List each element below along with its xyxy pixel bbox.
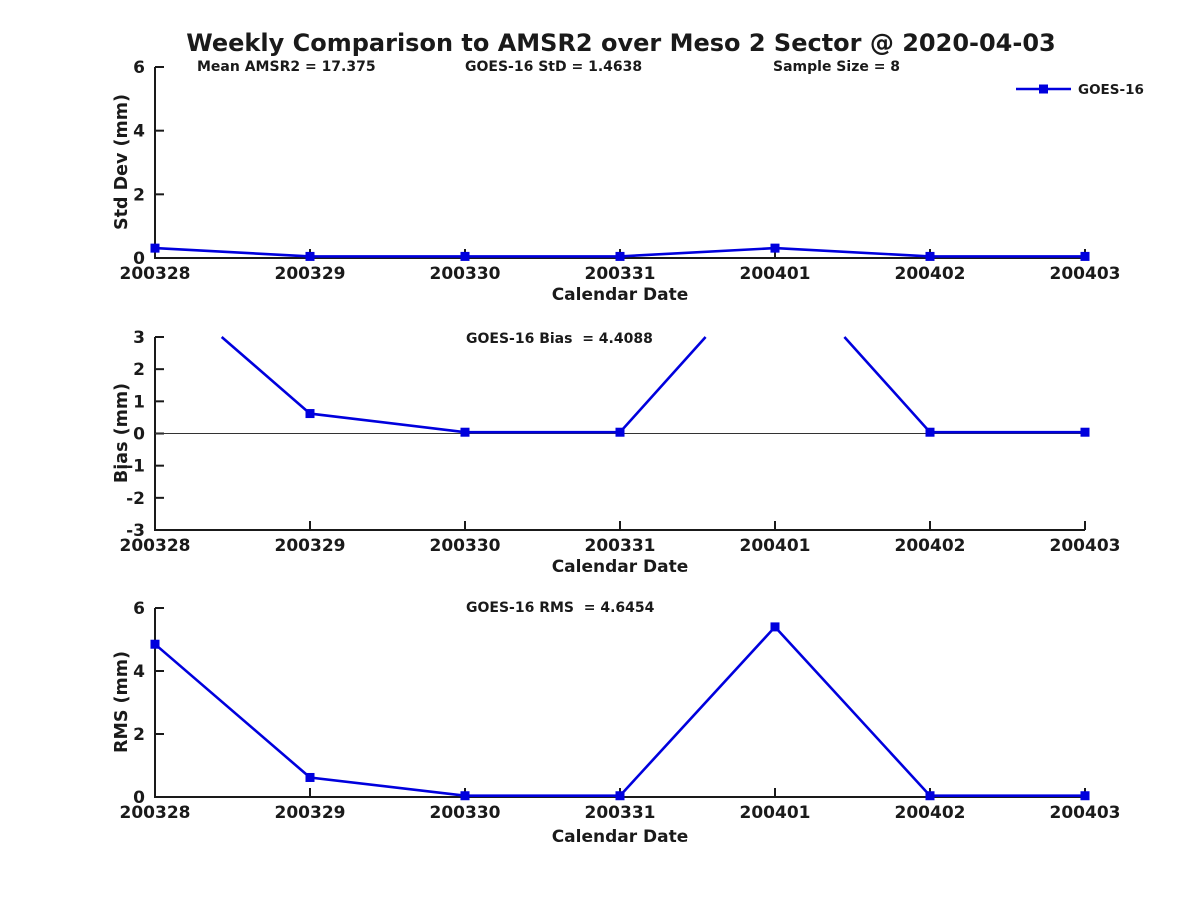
legend-marker	[1039, 84, 1048, 94]
x-tick-label: 200402	[895, 536, 966, 556]
x-tick-label: 200331	[585, 803, 656, 823]
y-tick-label: -1	[126, 457, 145, 477]
y-tick-label: 4	[133, 122, 145, 142]
x-tick-label: 200328	[120, 536, 191, 556]
y-axis-label-std-dev: Std Dev (mm)	[112, 94, 132, 230]
y-tick-label: 2	[133, 725, 145, 745]
data-point-marker	[1080, 427, 1090, 437]
data-point-marker	[1080, 251, 1090, 261]
series-line-goes16	[843, 336, 1085, 434]
y-tick-label: 4	[133, 662, 145, 682]
page-title: Weekly Comparison to AMSR2 over Meso 2 S…	[186, 29, 1056, 57]
x-tick-label: 200401	[740, 536, 811, 556]
x-tick-label: 200402	[895, 264, 966, 284]
x-axis-label-top: Calendar Date	[551, 285, 689, 305]
data-point-marker	[460, 791, 470, 801]
data-point-marker	[925, 791, 935, 801]
y-tick-label: -2	[126, 489, 145, 509]
data-point-marker	[615, 427, 625, 437]
x-tick-label: 200330	[430, 536, 501, 556]
x-tick-label: 200330	[430, 264, 501, 284]
y-tick-label: 0	[133, 788, 145, 808]
data-point-marker	[615, 251, 625, 261]
y-tick-label: 6	[133, 58, 145, 78]
y-axis-label-rms: RMS (mm)	[112, 650, 132, 754]
data-point-marker	[770, 243, 780, 253]
y-axis-label-bias: Bias (mm)	[112, 382, 132, 484]
series-line-goes16	[154, 624, 1085, 798]
annotation-goes16-rms: GOES-16 RMS = 4.6454	[466, 600, 655, 616]
y-tick-label: 2	[133, 360, 145, 380]
data-point-marker	[925, 251, 935, 261]
data-point-marker	[770, 622, 780, 632]
x-tick-label: 200329	[275, 264, 346, 284]
data-point-marker	[460, 427, 470, 437]
x-tick-label: 200329	[275, 536, 346, 556]
x-tick-label: 200330	[430, 803, 501, 823]
data-point-marker	[615, 791, 625, 801]
x-tick-label: 200402	[895, 803, 966, 823]
y-tick-label: 3	[133, 328, 145, 348]
data-point-marker	[150, 639, 160, 649]
y-tick-label: 6	[133, 599, 145, 619]
x-axis-label-middle: Calendar Date	[551, 557, 689, 577]
x-tick-label: 200401	[740, 264, 811, 284]
x-tick-label: 200401	[740, 803, 811, 823]
data-point-marker	[150, 243, 160, 253]
y-tick-label: 0	[133, 425, 145, 445]
annotation-goes16-bias: GOES-16 Bias = 4.4088	[466, 331, 653, 347]
y-tick-label: 0	[133, 249, 145, 269]
x-tick-label: 200403	[1050, 536, 1121, 556]
x-tick-label: 200331	[585, 264, 656, 284]
x-tick-label: 200403	[1050, 803, 1121, 823]
annotation-sample-size: Sample Size = 8	[773, 59, 901, 75]
y-tick-label: -3	[126, 521, 145, 541]
annotation-mean-amsr2: Mean AMSR2 = 17.375	[197, 59, 376, 75]
data-point-marker	[1080, 791, 1090, 801]
annotation-goes16-std: GOES-16 StD = 1.4638	[465, 59, 643, 75]
x-tick-label: 200328	[120, 803, 191, 823]
data-point-marker	[925, 427, 935, 437]
y-tick-label: 2	[133, 185, 145, 205]
legend-label: GOES-16	[1078, 82, 1144, 98]
x-axis-label-bottom: Calendar Date	[551, 827, 689, 847]
data-point-marker	[305, 409, 315, 419]
data-point-marker	[305, 251, 315, 261]
x-tick-label: 200331	[585, 536, 656, 556]
x-tick-label: 200329	[275, 803, 346, 823]
x-tick-label: 200403	[1050, 264, 1121, 284]
x-tick-label: 200328	[120, 264, 191, 284]
y-tick-label: 1	[133, 392, 145, 412]
series-line-goes16	[220, 336, 707, 434]
data-point-marker	[460, 251, 470, 261]
data-point-marker	[305, 772, 315, 782]
